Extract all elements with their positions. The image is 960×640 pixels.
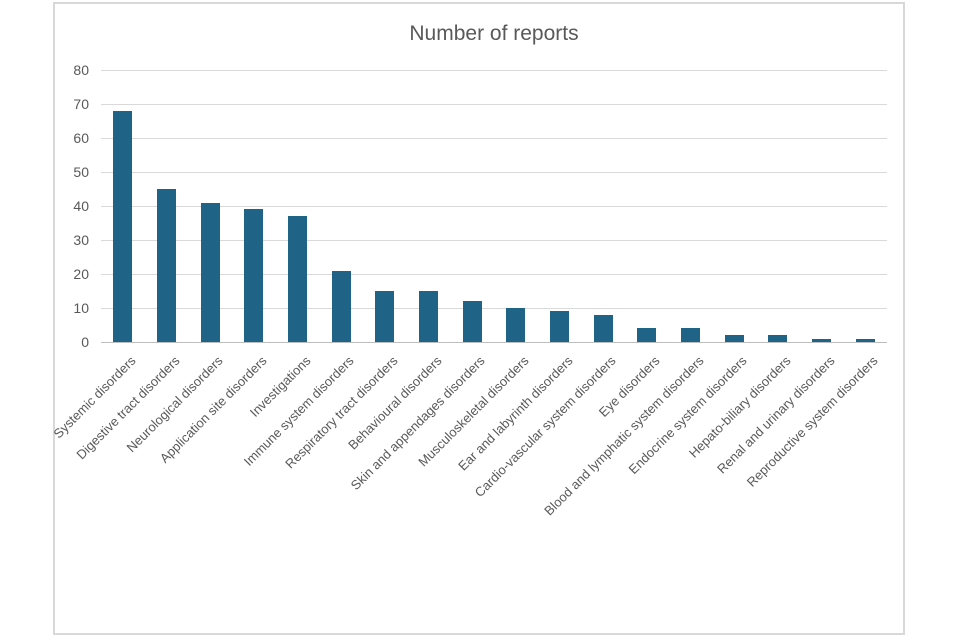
bar	[855, 338, 875, 342]
x-axis-line	[101, 341, 887, 343]
bar	[681, 328, 700, 342]
gridline	[101, 205, 887, 207]
y-axis-tick-label: 70	[73, 96, 89, 112]
y-axis-tick-label: 40	[73, 198, 89, 214]
gridline	[101, 103, 887, 105]
bar	[812, 338, 831, 342]
chart-frame: Number of reports 0 10 20 30 40 50 60 70 80 Syste…	[50, 2, 905, 635]
bar	[724, 335, 744, 342]
bar	[113, 110, 133, 342]
gridline	[101, 137, 887, 139]
y-axis-tick-label: 80	[73, 62, 89, 78]
gridline	[101, 273, 887, 275]
gridline	[101, 171, 887, 173]
bar	[768, 335, 788, 342]
y-axis-tick-label: 50	[73, 164, 89, 180]
bar	[419, 291, 438, 342]
bar	[244, 209, 264, 342]
gridline	[101, 239, 887, 241]
y-axis-tick-label: 0	[81, 334, 89, 350]
bar	[462, 301, 482, 342]
gridline	[101, 69, 887, 71]
bar	[375, 291, 395, 342]
bar	[550, 311, 569, 342]
plot-area: 0 10 20 30 40 50 60 70 80 Systemic disorders Diges…	[50, 62, 887, 518]
bar	[200, 202, 220, 342]
bar	[637, 328, 657, 342]
bar	[331, 270, 351, 342]
bar	[593, 314, 613, 342]
bar	[506, 308, 526, 342]
chart-title: Number of reports	[409, 22, 579, 45]
bar	[157, 189, 176, 342]
y-axis-tick-label: 20	[73, 266, 89, 282]
y-axis-tick-label: 60	[73, 130, 89, 146]
y-axis-tick-label: 30	[73, 232, 89, 248]
bar	[288, 216, 307, 342]
gridline	[101, 307, 887, 309]
y-axis-tick-label: 10	[73, 300, 89, 316]
